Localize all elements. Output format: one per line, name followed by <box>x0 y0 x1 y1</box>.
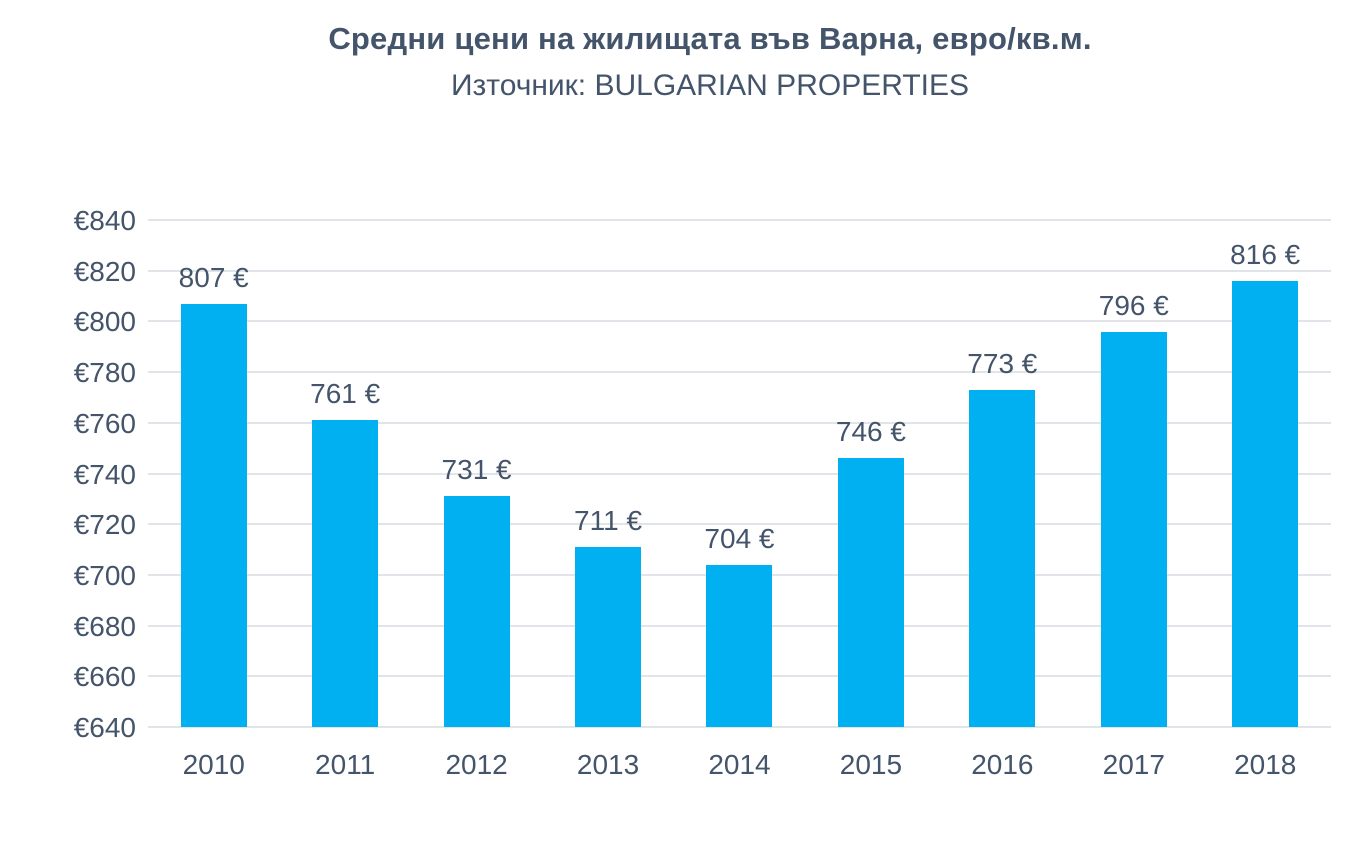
x-axis-label: 2015 <box>839 749 903 780</box>
bar: 773 € <box>967 349 1037 727</box>
bar-slot: 773 € <box>937 220 1068 727</box>
y-axis-tick-label: €820 <box>73 255 136 287</box>
gridline <box>148 726 1331 728</box>
x-axis-label: 2017 <box>1102 749 1165 780</box>
bar-slot: 731 € <box>411 220 542 727</box>
bar: 761 € <box>310 380 380 727</box>
bar-slot: 761 € <box>279 220 410 727</box>
bar-series: 807 € 761 € 731 € 711 € 704 € 746 € 773 € 796 €… <box>148 220 1331 727</box>
bar-value-label: 711 € <box>574 505 643 537</box>
gridline <box>148 472 1331 475</box>
bar-value-label: 796 € <box>1098 289 1169 321</box>
bar: 731 € <box>442 456 512 727</box>
bar: 704 € <box>704 524 775 727</box>
y-axis-tick-label: €780 <box>73 357 136 389</box>
chart-subtitle: Източник: BULGARIAN PROPERTIES <box>450 68 970 102</box>
bar-slot: 704 € <box>674 220 805 727</box>
bar: 746 € <box>836 418 906 727</box>
bar: 807 € <box>179 263 249 727</box>
x-axis-label: 2014 <box>708 749 771 780</box>
bar-value-label: 704 € <box>704 522 775 554</box>
plot-area: €640 €660 €680 €700 €720 €740 €760 €780 €800 €820… <box>74 207 1331 779</box>
gridline <box>148 320 1331 323</box>
bar: 796 € <box>1099 291 1169 727</box>
y-axis-tick-label: €840 <box>73 205 136 236</box>
x-axis-label: 2018 <box>1234 749 1297 780</box>
bar: 711 € <box>574 507 642 727</box>
bar-value-label: 816 € <box>1230 238 1301 270</box>
y-axis-tick-label: €700 <box>73 559 136 591</box>
y-axis-tick-label: €660 <box>73 661 136 693</box>
y-axis-tick-label: €680 <box>73 610 136 642</box>
x-axis-label: 2016 <box>971 749 1034 780</box>
chart-header: Средни цени на жилищата във Варна, евро/… <box>64 20 1356 104</box>
y-axis-tick-label: €760 <box>73 407 136 439</box>
y-axis-tick-label: €720 <box>73 509 136 541</box>
bar: 816 € <box>1230 240 1300 727</box>
bar-value-label: 731 € <box>441 454 512 486</box>
x-axis-label: 2012 <box>445 749 508 780</box>
bar-slot: 796 € <box>1068 220 1199 727</box>
x-axis-label: 2011 <box>315 749 376 780</box>
gridline <box>148 421 1331 424</box>
bar-slot: 746 € <box>805 220 936 727</box>
bar-value-label: 773 € <box>967 347 1038 379</box>
x-axis: 2010 2011 2012 2013 2014 2015 2016 2017 2018 <box>148 751 1331 779</box>
chart-title: Средни цени на жилищата във Варна, евро/… <box>328 21 1092 56</box>
gridline <box>148 523 1331 526</box>
gridline <box>148 269 1331 272</box>
bar-value-label: 761 € <box>310 378 381 410</box>
bar-slot: 711 € <box>542 220 673 727</box>
y-axis-tick-label: €640 <box>73 712 136 743</box>
y-axis-tick-label: €800 <box>73 306 136 338</box>
y-axis-tick-label: €740 <box>73 458 136 490</box>
bar-slot: 816 € <box>1200 220 1331 727</box>
bar-value-label: 746 € <box>835 416 906 448</box>
x-axis-label: 2010 <box>182 749 245 780</box>
gridline <box>148 219 1331 221</box>
gridline <box>148 371 1331 374</box>
bar-value-label: 807 € <box>178 261 249 293</box>
x-axis-label: 2013 <box>576 749 640 780</box>
bar-slot: 807 € <box>148 220 279 727</box>
